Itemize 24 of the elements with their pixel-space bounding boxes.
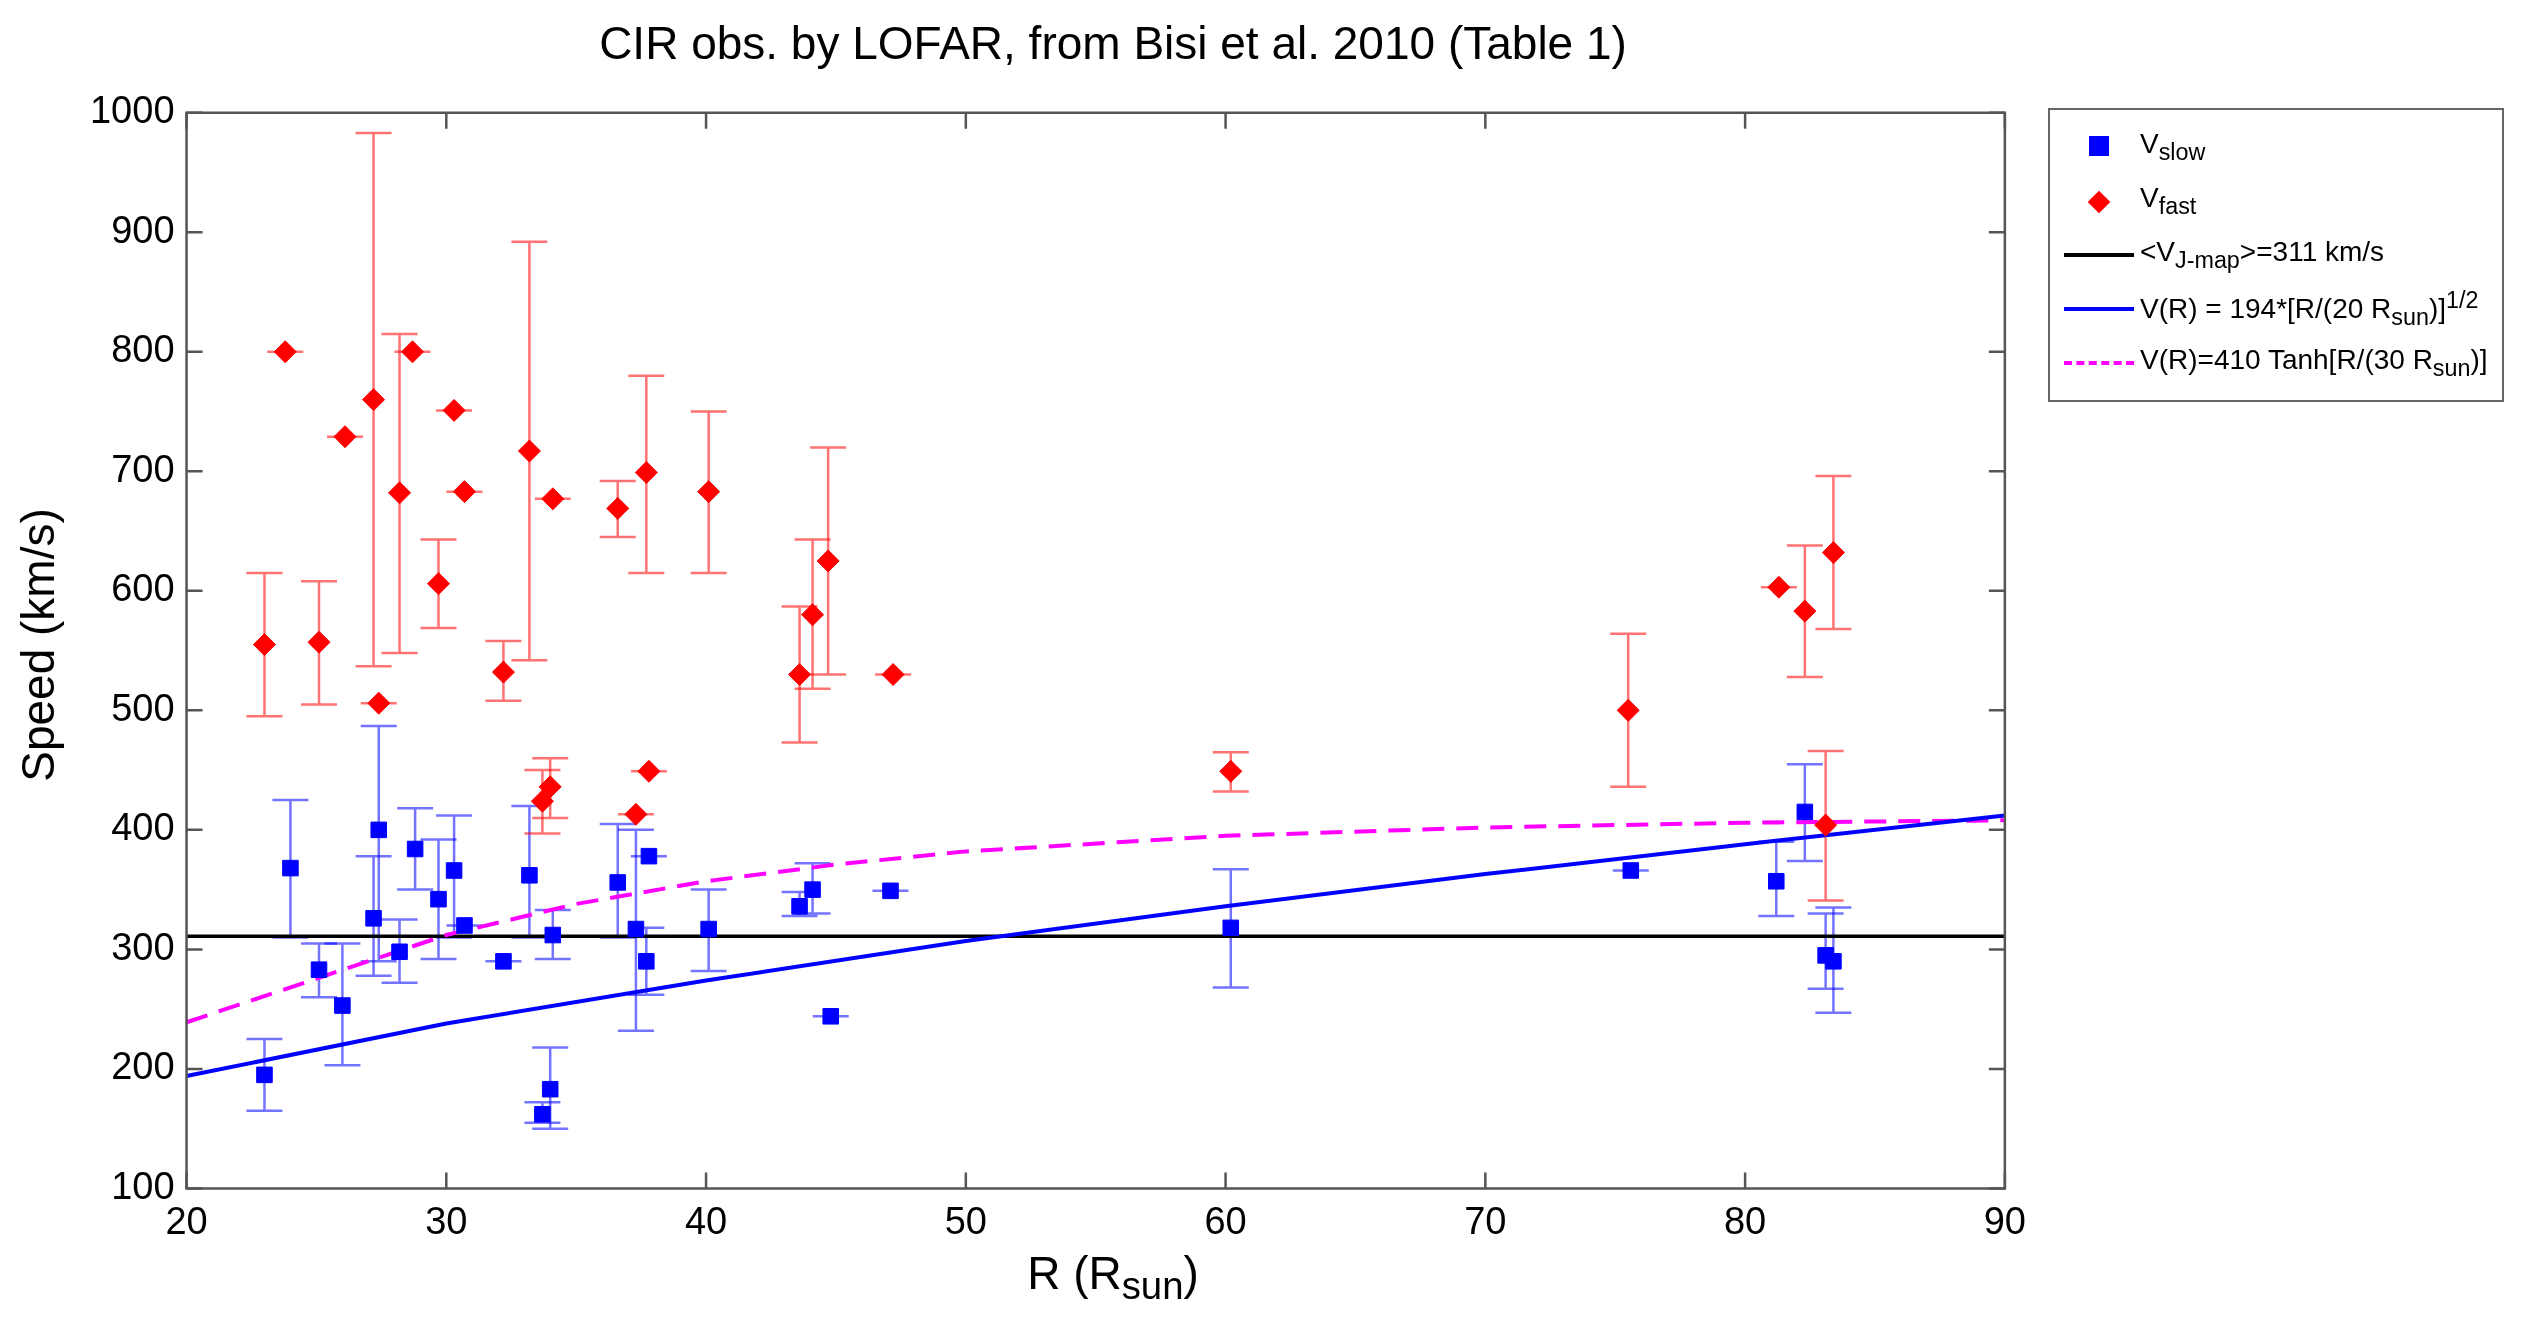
x-tick-label: 70 <box>1464 1199 1507 1242</box>
y-tick-label: 400 <box>111 806 175 849</box>
x-tick-label: 60 <box>1204 1199 1247 1242</box>
y-tick-label: 600 <box>111 567 175 610</box>
y-tick-label: 1000 <box>89 89 175 132</box>
y-tick-label: 500 <box>111 686 175 729</box>
legend-label: V(R) = 194*[R/(20 R$_{sun}$)]$^{1/2}$ <box>2140 287 2479 331</box>
x-tick-label: 40 <box>684 1199 728 1242</box>
chart-title: CIR obs. by LOFAR, from Bisi et al. 2010 (Table 1) <box>598 16 1628 70</box>
x-tick-label: 80 <box>1723 1199 1767 1242</box>
y-tick-label: 700 <box>111 447 175 490</box>
y-tick-label: 200 <box>111 1045 175 1088</box>
legend-label: V$_{fast}$ <box>2140 182 2197 220</box>
legend-label: V$_{slow}$ <box>2140 128 2206 166</box>
y-tick-label: 300 <box>111 925 175 968</box>
legend-label: V(R)=410 Tanh[R/(30 R$_{sun}$)] <box>2140 344 2488 382</box>
legend-label: <V$_{J-map}$>=311 km/s <box>2140 236 2385 274</box>
x-tick-label: 90 <box>1983 1199 2027 1242</box>
x-tick-label: 50 <box>944 1199 987 1242</box>
y-tick-label: 900 <box>111 208 175 251</box>
y-axis-title: Speed (km/s) <box>11 507 65 784</box>
x-axis-title: R (R$_{sun}$) <box>1026 1246 1200 1309</box>
y-tick-label: 800 <box>111 328 175 371</box>
x-tick-label: 30 <box>425 1199 468 1242</box>
